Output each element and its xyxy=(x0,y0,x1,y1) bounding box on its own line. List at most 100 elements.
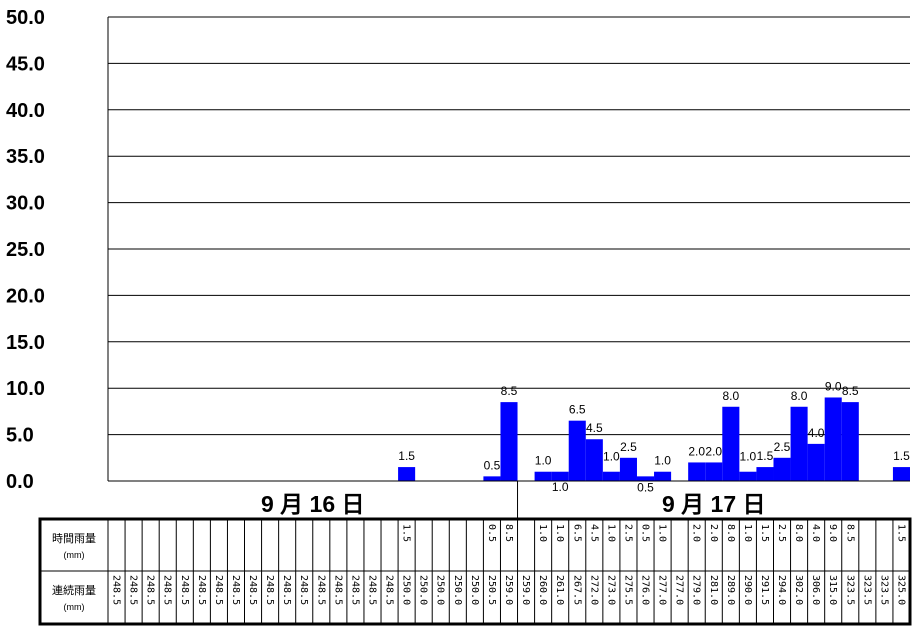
hourly-cell: 4.0 xyxy=(810,524,821,542)
cumulative-cell: 289.0 xyxy=(725,575,736,605)
hourly-cell: 2.5 xyxy=(776,524,787,542)
cumulative-cell: 291.5 xyxy=(759,575,770,605)
cumulative-cell: 248.5 xyxy=(315,575,326,605)
data-label: 2.0 xyxy=(688,444,705,458)
bar xyxy=(500,402,518,481)
bar xyxy=(807,443,825,481)
hourly-cell: 1.0 xyxy=(537,524,548,542)
cumulative-cell: 248.5 xyxy=(128,575,139,605)
hourly-cell: 8.5 xyxy=(503,524,514,542)
bar xyxy=(568,420,586,481)
cumulative-cell: 323.5 xyxy=(844,575,855,605)
hourly-cell: 6.5 xyxy=(571,524,582,542)
cumulative-cell: 276.0 xyxy=(640,575,651,605)
bar xyxy=(398,467,416,481)
data-label: 9.0 xyxy=(825,379,842,393)
cumulative-cell: 273.0 xyxy=(605,575,616,605)
bar xyxy=(756,467,774,481)
cumulative-cell: 315.0 xyxy=(827,575,838,605)
cumulative-cell: 325.0 xyxy=(895,575,906,605)
data-label: 1.0 xyxy=(654,454,671,468)
cumulative-cell: 250.0 xyxy=(435,575,446,605)
data-label: 1.0 xyxy=(603,450,620,464)
bar xyxy=(892,467,910,481)
cumulative-cell: 248.5 xyxy=(298,575,309,605)
cumulative-cell: 250.0 xyxy=(418,575,429,605)
cumulative-cell: 248.5 xyxy=(162,575,173,605)
cumulative-cell: 248.5 xyxy=(196,575,207,605)
y-tick-label: 35.0 xyxy=(6,146,45,168)
hourly-cell: 2.5 xyxy=(622,524,633,542)
bar xyxy=(483,476,501,481)
data-labels: 1.50.58.51.01.06.54.51.02.50.51.02.0 2.08… xyxy=(398,379,910,494)
cumulative-cell: 248.5 xyxy=(281,575,292,605)
hourly-cell: 2.0 xyxy=(691,524,702,542)
data-label: 8.5 xyxy=(501,384,518,398)
data-label: 1.5 xyxy=(398,449,415,463)
bar xyxy=(705,462,723,481)
cumulative-cell: 267.5 xyxy=(571,575,582,605)
bars xyxy=(398,397,910,481)
data-label: 1.5 xyxy=(893,449,910,463)
data-label: 2.0 xyxy=(705,444,722,458)
cumulative-cell: 277.0 xyxy=(674,575,685,605)
hourly-cell: 9.0 xyxy=(827,524,838,542)
day-labels: 9 月 16 日 9 月 17 日 xyxy=(261,491,766,517)
hourly-cell: 8.5 xyxy=(844,524,855,542)
y-tick-label: 30.0 xyxy=(6,193,45,215)
y-tick-label: 45.0 xyxy=(6,53,45,75)
data-label: 6.5 xyxy=(569,403,586,417)
row-unit-cumulative: (mm) xyxy=(64,602,85,612)
bar xyxy=(534,471,552,481)
cumulative-cell: 250.0 xyxy=(469,575,480,605)
cumulative-cell: 248.5 xyxy=(213,575,224,605)
y-axis-ticks: 0.0 5.0 10.0 15.0 20.0 25.0 30.0 35.0 40.0 45.0 50… xyxy=(6,7,45,493)
cumulative-cell: 279.0 xyxy=(691,575,702,605)
y-tick-label: 5.0 xyxy=(6,425,34,447)
hourly-cell: 1.0 xyxy=(742,524,753,542)
axes xyxy=(107,17,910,519)
cumulative-cell: 250.5 xyxy=(486,575,497,605)
cumulative-cell: 248.5 xyxy=(230,575,241,605)
hourly-cell: 1.0 xyxy=(657,524,668,542)
gridlines xyxy=(108,16,910,436)
day-label: 9 月 17 日 xyxy=(662,491,766,517)
cumulative-cell: 248.5 xyxy=(145,575,156,605)
cumulative-cell: 281.0 xyxy=(708,575,719,605)
hourly-cell: 2.0 xyxy=(708,524,719,542)
bar xyxy=(636,476,655,481)
bar xyxy=(841,402,859,481)
cumulative-cell: 248.5 xyxy=(111,575,122,605)
y-tick-label: 40.0 xyxy=(6,100,45,122)
hourly-cell: 0.5 xyxy=(486,524,497,542)
data-label: 4.0 xyxy=(808,426,825,440)
cumulative-cell: 259.0 xyxy=(503,575,514,605)
hourly-cell: 4.5 xyxy=(588,524,599,542)
row-unit-hourly: (mm) xyxy=(64,550,85,560)
cumulative-cell: 260.0 xyxy=(537,575,548,605)
data-label: 1.0 xyxy=(535,454,552,468)
bar xyxy=(619,457,637,481)
hourly-cell: 8.0 xyxy=(725,524,736,542)
hourly-cell: 1.5 xyxy=(401,524,412,542)
hourly-cell: 8.0 xyxy=(793,524,804,542)
bar xyxy=(790,406,808,481)
cumulative-cell: 248.5 xyxy=(366,575,377,605)
data-label: 8.0 xyxy=(722,389,739,403)
data-label: 0.5 xyxy=(484,458,501,472)
data-label: 1.5 xyxy=(757,449,774,463)
cumulative-cell: 248.5 xyxy=(332,575,343,605)
cumulative-cell: 306.0 xyxy=(810,575,821,605)
data-label: 4.5 xyxy=(586,421,603,435)
cumulative-cell: 248.5 xyxy=(179,575,190,605)
hourly-cell: 0.5 xyxy=(640,524,651,542)
bar xyxy=(824,397,842,481)
cumulative-cell: 323.5 xyxy=(878,575,889,605)
data-label: 1.0 xyxy=(552,480,569,494)
cumulative-cell: 248.5 xyxy=(384,575,395,605)
data-label: 1.0 xyxy=(740,450,757,464)
data-label: 0.5 xyxy=(637,480,654,494)
hourly-cell: 1.5 xyxy=(895,524,906,542)
y-tick-label: 20.0 xyxy=(6,285,45,307)
bar xyxy=(773,457,791,481)
